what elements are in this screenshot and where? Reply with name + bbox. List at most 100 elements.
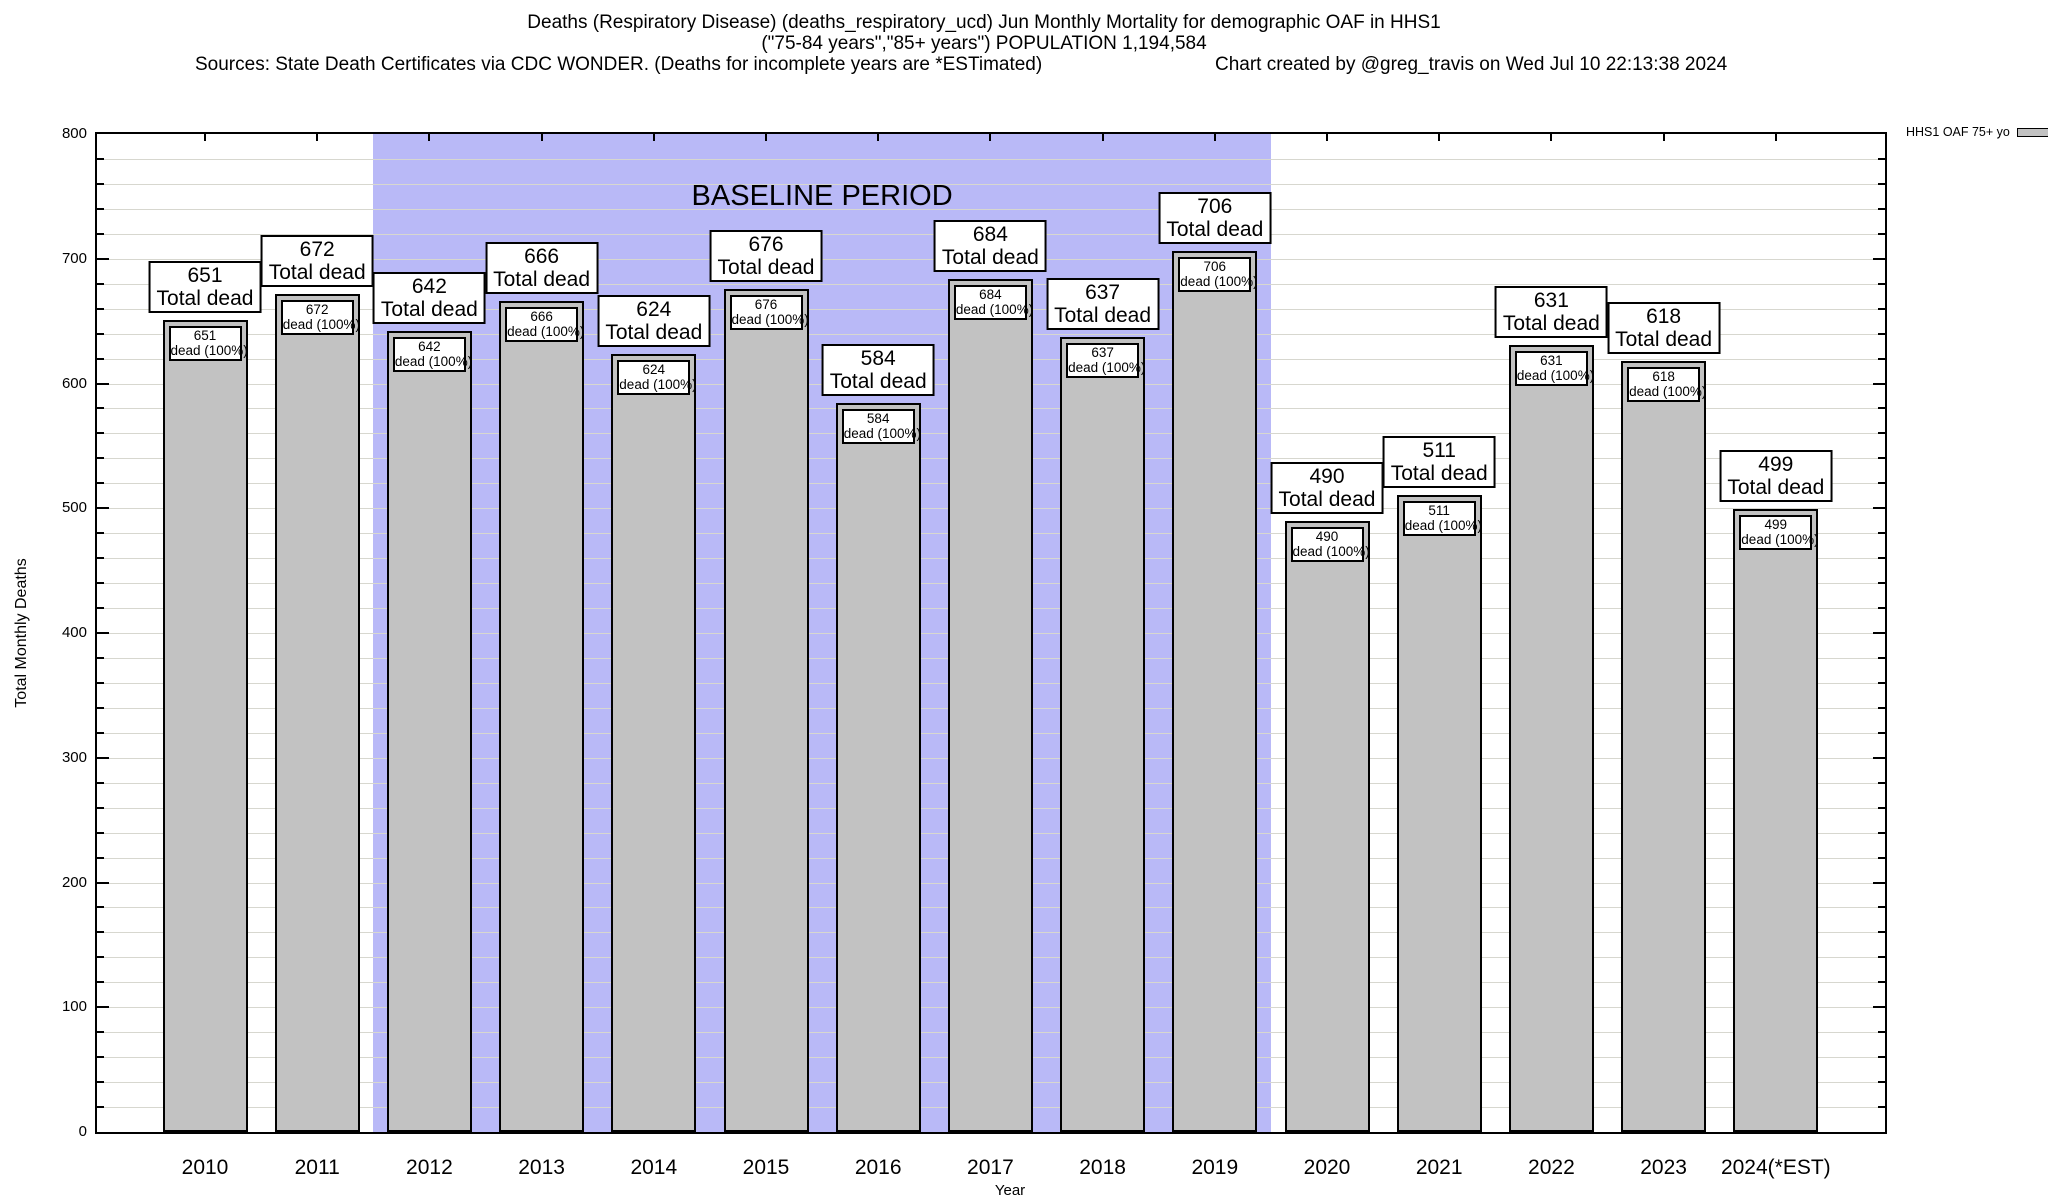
bar-tag-value: 666 [530, 309, 553, 324]
y-axis-tick [97, 507, 109, 510]
y-axis-tick [1878, 856, 1885, 859]
y-axis-tick [1878, 981, 1885, 984]
bar-tag-value: 651 [193, 328, 217, 343]
legend: HHS1 OAF 75+ yo [1906, 125, 2048, 139]
bar-tag: 684 dead (100%) [953, 285, 1034, 320]
legend-series-label: HHS1 OAF 75+ yo [1906, 125, 2010, 139]
y-tick-label: 700 [61, 249, 87, 267]
y-axis-tick [1878, 482, 1885, 485]
y-axis-tick [97, 232, 104, 235]
baseline-period-label: BASELINE PERIOD [691, 180, 953, 212]
y-tick-label: 0 [78, 1123, 87, 1140]
y-axis-tick [1878, 557, 1885, 560]
bar-total-label: 511 Total dead [1382, 436, 1496, 488]
y-axis-tick [97, 856, 104, 859]
bar-tag-value: 706 [1203, 259, 1227, 274]
y-axis-tick [1878, 157, 1885, 160]
y-axis-tick [1873, 1006, 1885, 1009]
bar-total-label: 584 Total dead [821, 344, 935, 396]
bar-total-label: 624 Total dead [597, 295, 711, 347]
bar-tag-value: 642 [418, 339, 441, 354]
y-tick-label: 400 [61, 624, 87, 641]
bar-tag: 631 dead (100%) [1514, 351, 1594, 386]
y-axis-tick [1873, 257, 1885, 260]
bar-2020: 490 dead (100%) [1284, 521, 1370, 1132]
bar-total-sublabel: Total dead [1278, 488, 1376, 511]
y-axis-tick [97, 1081, 104, 1084]
y-axis-tick [97, 357, 104, 360]
y-axis-tick [1878, 806, 1885, 809]
y-axis-tick [97, 931, 104, 934]
x-tick-label: 2019 [1191, 1156, 1239, 1179]
y-axis-tick [97, 382, 109, 385]
y-axis-tick [97, 607, 104, 610]
bar-total-sublabel: Total dead [1727, 476, 1825, 499]
x-tick-label: 2014 [630, 1156, 678, 1179]
bar-total-value: 631 [1533, 289, 1569, 312]
bar-tag-value: 499 [1764, 517, 1788, 532]
y-axis-tick [1878, 182, 1885, 185]
y-axis-tick [97, 806, 104, 809]
bar-total-value: 584 [860, 347, 896, 370]
y-axis-tick [97, 981, 104, 984]
x-axis-tick [652, 134, 655, 141]
bar-2021: 511 dead (100%) [1396, 495, 1482, 1132]
y-axis-tick [97, 582, 104, 585]
y-axis-tick [97, 1106, 104, 1109]
bar-2013: 666 dead (100%) [499, 301, 584, 1132]
bar-total-label: 706 Total dead [1158, 192, 1272, 244]
bar-total-label: 684 Total dead [933, 220, 1047, 272]
bar-tag-sublabel: dead (100%) [955, 301, 1034, 317]
bar-total-value: 651 [187, 264, 223, 287]
x-tick-label: 2018 [1079, 1156, 1126, 1179]
bar-total-label: 631 Total dead [1494, 286, 1608, 338]
bar-total-value: 637 [1085, 281, 1121, 304]
bar-total-sublabel: Total dead [1390, 462, 1488, 485]
bar-tag-value: 631 [1540, 353, 1563, 368]
bar-tag: 637 dead (100%) [1066, 343, 1145, 378]
bar-2011: 672 dead (100%) [274, 294, 360, 1132]
y-axis-tick [97, 307, 104, 310]
y-axis-tick [97, 781, 104, 784]
bar-tag-value: 672 [305, 302, 329, 317]
x-axis-tick [204, 134, 206, 141]
bar-tag-value: 624 [642, 362, 666, 377]
bar-2012: 642 dead (100%) [386, 331, 472, 1132]
y-axis-tick [97, 432, 104, 435]
bar-2017: 684 dead (100%) [947, 279, 1034, 1132]
bar-total-sublabel: Total dead [493, 268, 591, 291]
y-axis-tick [97, 956, 104, 959]
y-axis-tick [1878, 931, 1885, 934]
bar-total-label: 676 Total dead [709, 230, 823, 282]
bar-total-value: 499 [1758, 453, 1794, 476]
bar-tag: 618 dead (100%) [1627, 367, 1706, 402]
chart-sources-note: Sources: State Death Certificates via CD… [195, 54, 1043, 75]
y-axis-tick [1878, 681, 1885, 684]
x-tick-label: 2023 [1640, 1156, 1687, 1179]
y-axis-tick [1878, 232, 1885, 235]
legend-bar-swatch-icon [2016, 127, 2048, 137]
bar-total-value: 706 [1197, 195, 1233, 218]
bar-total-sublabel: Total dead [1615, 328, 1713, 351]
bar-total-label: 618 Total dead [1607, 302, 1721, 354]
bar-total-label: 490 Total dead [1270, 462, 1384, 514]
bar-tag-sublabel: dead (100%) [170, 342, 248, 358]
bar-total-value: 672 [299, 238, 335, 261]
bar-total-label: 642 Total dead [372, 272, 486, 324]
y-tick-label: 100 [61, 998, 87, 1016]
y-axis-tick [97, 1056, 104, 1059]
bar-tag-value: 637 [1091, 345, 1114, 360]
x-axis-tick [1774, 134, 1777, 141]
y-axis-tick [1878, 1031, 1885, 1034]
x-axis-tick [765, 134, 767, 141]
bar-total-sublabel: Total dead [1502, 312, 1600, 335]
bar-2023: 618 dead (100%) [1621, 361, 1706, 1132]
x-tick-label: 2015 [742, 1156, 790, 1179]
x-tick-label: 2024(*EST) [1720, 1156, 1831, 1179]
y-axis-tick [1878, 207, 1885, 210]
bar-tag-value: 618 [1652, 369, 1675, 384]
y-axis-tick [1878, 282, 1885, 285]
bar-tag: 672 dead (100%) [280, 300, 360, 335]
y-axis-tick [97, 557, 104, 560]
gridline [97, 183, 1885, 185]
